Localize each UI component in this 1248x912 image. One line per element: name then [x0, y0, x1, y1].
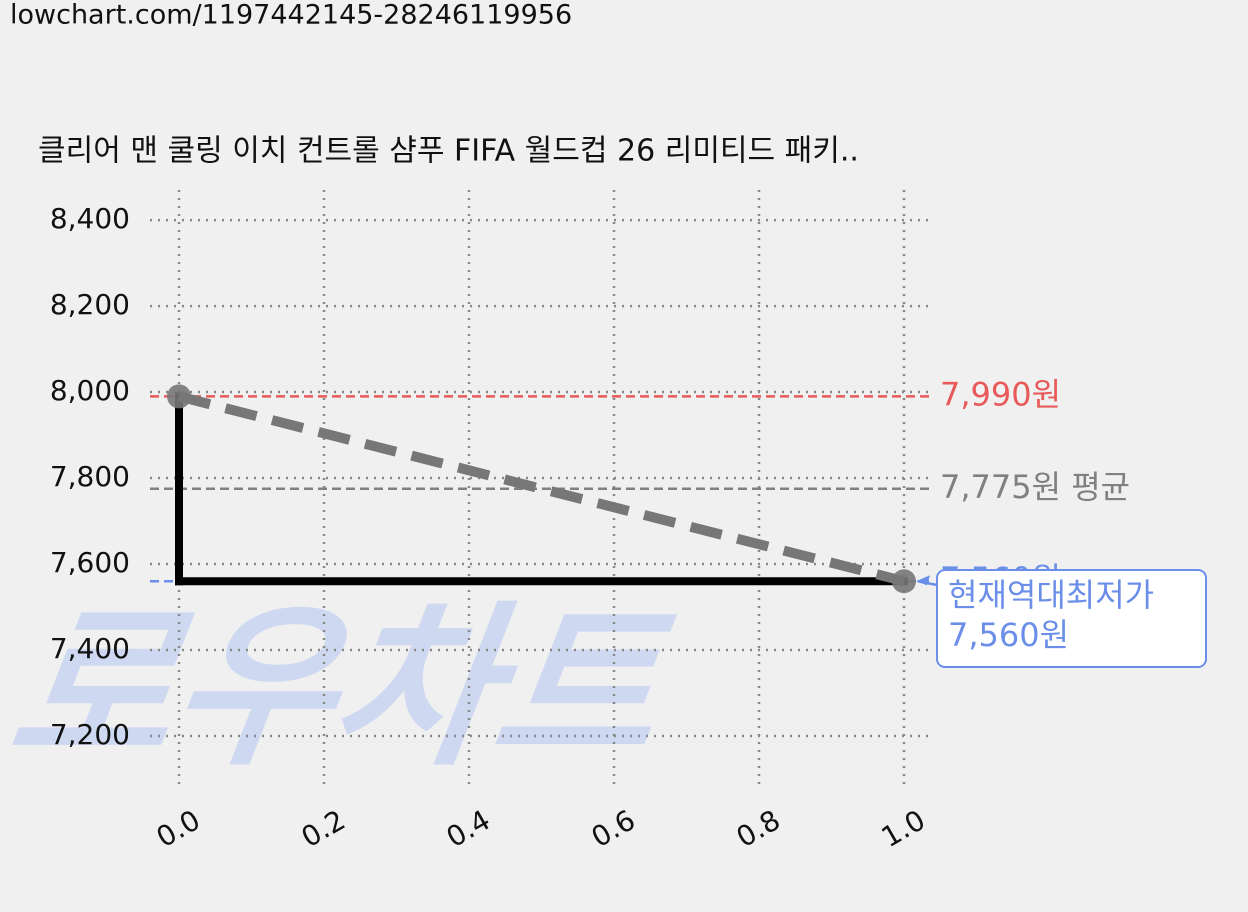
y-tick-label: 7,400: [50, 632, 130, 665]
chart-title: 클리어 맨 쿨링 이치 컨트롤 샴푸 FIFA 월드컵 26 리미티드 패키..: [38, 134, 859, 169]
y-tick-label: 7,800: [50, 460, 130, 493]
reference-label: 7,990원: [940, 375, 1061, 413]
y-tick-label: 8,000: [50, 374, 130, 407]
watermark: 로우차트: [0, 587, 682, 790]
y-tick-label: 8,400: [50, 202, 130, 235]
annotation-text: 7,560원: [948, 616, 1069, 654]
annotation-box: [936, 569, 1207, 668]
y-tick-label: 7,600: [50, 546, 130, 579]
y-tick-label: 7,200: [50, 718, 130, 751]
trend-line: [177, 391, 906, 587]
page-header: lowchart.com/1197442145-28246119956: [10, 0, 572, 31]
annotation-arrowhead: [916, 575, 930, 586]
y-tick-label: 8,200: [50, 288, 130, 321]
point: [167, 384, 191, 409]
point: [892, 569, 916, 594]
annotation-text: 현재역대최저가: [948, 576, 1154, 614]
reference-label: 7,775원 평균: [940, 468, 1130, 506]
